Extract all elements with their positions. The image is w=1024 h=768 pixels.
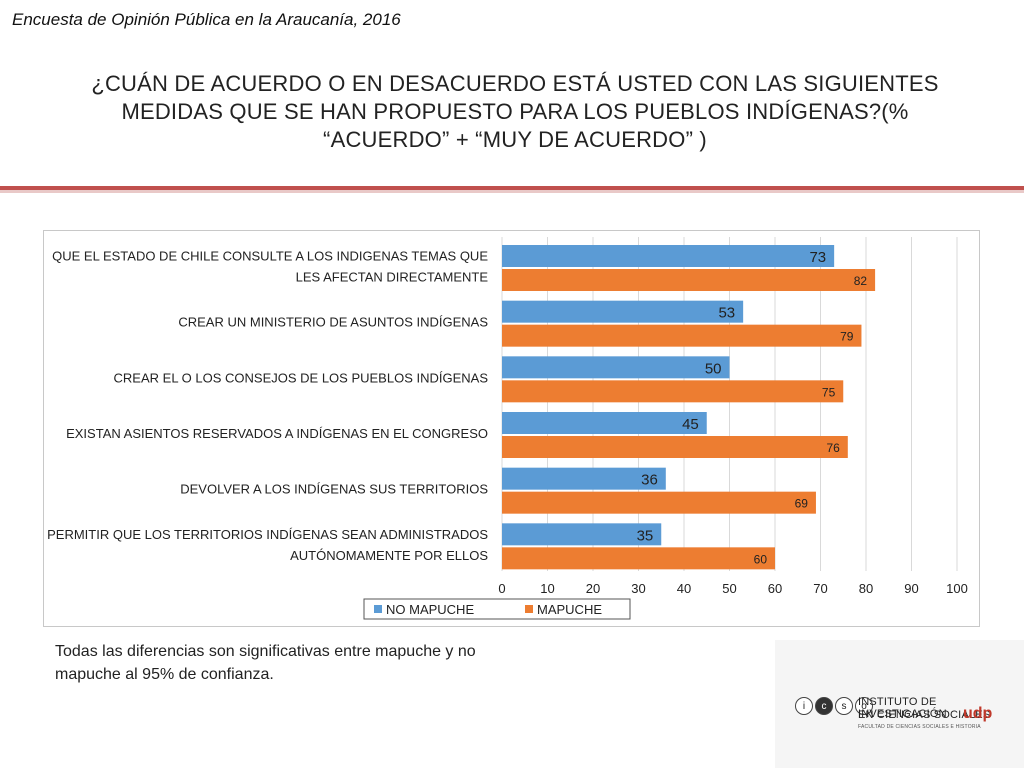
bar-no-mapuche: [502, 300, 744, 323]
x-tick-label: 60: [768, 581, 782, 596]
data-label-mapuche: 82: [854, 274, 868, 288]
bar-mapuche: [502, 269, 876, 291]
category-label: CREAR UN MINISTERIO DE ASUNTOS INDÍGENAS: [178, 315, 488, 330]
x-tick-label: 30: [631, 581, 645, 596]
x-tick-label: 70: [813, 581, 827, 596]
bar-no-mapuche: [502, 523, 662, 546]
logo-circle-i: i: [795, 697, 813, 715]
data-label-no-mapuche: 50: [705, 360, 722, 377]
x-tick-label: 50: [722, 581, 736, 596]
legend-box: [363, 598, 631, 620]
chart-frame: 0 10 20 30 40 50 60 70 80 90 100 QUE EL ESTADO DE C…: [43, 230, 980, 627]
logo-text-line3: FACULTAD DE CIENCIAS SOCIALES E HISTORIA: [858, 724, 981, 730]
x-tick-label: 100: [946, 581, 968, 596]
bar-mapuche: [502, 491, 816, 514]
bar-mapuche: [502, 436, 848, 458]
legend-swatch-no-mapuche: [374, 605, 382, 613]
data-label-no-mapuche: 36: [641, 472, 658, 489]
data-label-mapuche: 60: [754, 552, 768, 566]
data-label-mapuche: 69: [795, 497, 809, 511]
category-label: CREAR EL O LOS CONSEJOS DE LOS PUEBLOS I…: [114, 370, 489, 385]
data-label-mapuche: 75: [822, 385, 836, 399]
category-label: DEVOLVER A LOS INDÍGENAS SUS TERRITORIOS: [180, 482, 488, 497]
data-label-no-mapuche: 73: [809, 249, 826, 266]
legend-label-no-mapuche: NO MAPUCHE: [386, 602, 474, 617]
bar-mapuche: [502, 547, 775, 570]
legend-label-mapuche: MAPUCHE: [537, 602, 602, 617]
bar-mapuche: [502, 324, 862, 347]
data-label-mapuche: 79: [840, 330, 854, 344]
significance-note: Todas las diferencias son significativas…: [55, 643, 476, 683]
data-label-no-mapuche: 53: [718, 305, 735, 322]
survey-subtitle: Encuesta de Opinión Pública en la Arauca…: [12, 10, 401, 29]
x-tick-label: 0: [498, 581, 505, 596]
title-divider: [0, 186, 1024, 190]
bar-mapuche: [502, 380, 844, 403]
logo-text-line2: EN CIENCIAS SOCIALES: [858, 709, 991, 721]
category-label: PERMITIR QUE LOS TERRITORIOS INDÍGENAS S…: [47, 527, 488, 542]
category-label: AUTÓNOMAMENTE POR ELLOS: [290, 548, 488, 563]
data-label-no-mapuche: 45: [682, 416, 699, 433]
x-tick-label: 20: [586, 581, 600, 596]
icso-circles: i c s o: [795, 697, 873, 715]
title-divider-shadow: [0, 190, 1024, 193]
logo-circle-c: c: [815, 697, 833, 715]
logo-text-line1: INSTITUTO DE INVESTIGACIÓN: [858, 696, 947, 720]
logo-brand: udp: [963, 705, 993, 722]
x-tick-label: 90: [904, 581, 918, 596]
data-label-mapuche: 76: [826, 441, 840, 455]
data-label-no-mapuche: 35: [637, 527, 654, 544]
bar-no-mapuche: [502, 356, 730, 379]
category-label: EXISTAN ASIENTOS RESERVADOS A INDÍGENAS …: [66, 426, 488, 441]
category-label: QUE EL ESTADO DE CHILE CONSULTE A LOS IN…: [52, 249, 488, 264]
bar-no-mapuche: [502, 467, 666, 490]
x-tick-label: 80: [859, 581, 873, 596]
x-tick-label: 40: [677, 581, 691, 596]
bar-no-mapuche: [502, 245, 835, 267]
logo-circle-s: s: [835, 697, 853, 715]
x-tick-label: 10: [540, 581, 554, 596]
category-label: LES AFECTAN DIRECTAMENTE: [296, 270, 489, 285]
logo-circle-o: o: [855, 697, 873, 715]
legend-swatch-mapuche: [525, 605, 533, 613]
udp-logo: i c s o INSTITUTO DE INVESTIGACIÓN EN CI…: [775, 640, 1024, 768]
slide-title: ¿CUÁN DE ACUERDO O EN DESACUERDO ESTÁ US…: [91, 71, 939, 152]
bar-no-mapuche: [502, 412, 707, 434]
bar-chart: 0 10 20 30 40 50 60 70 80 90 100 QUE EL ESTADO DE C…: [47, 237, 968, 620]
